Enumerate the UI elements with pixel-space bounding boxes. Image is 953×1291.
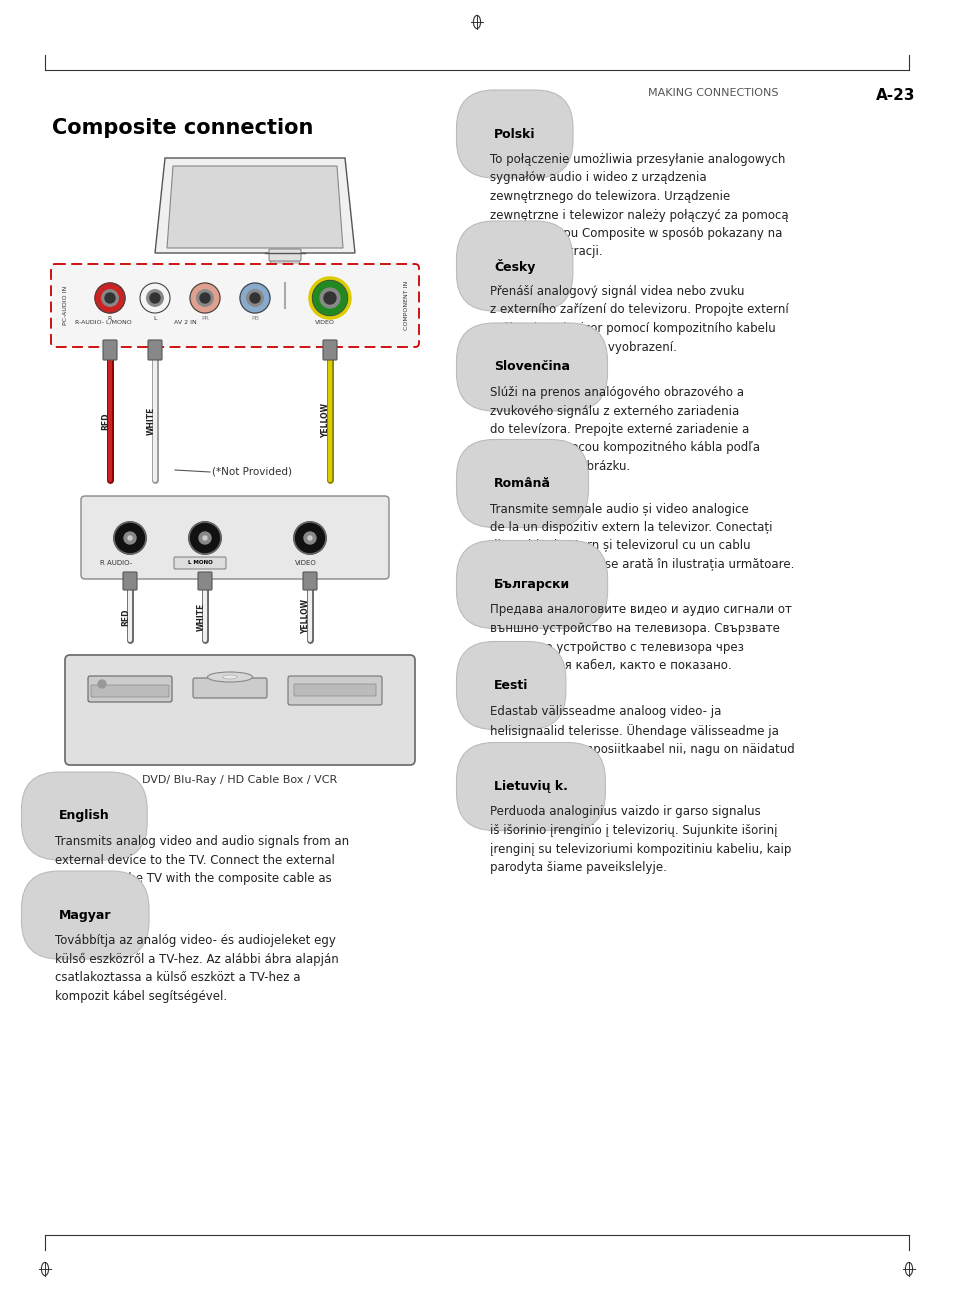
Text: Továbbítja az analóg video- és audiojeleket egy
külső eszközről a TV-hez. Az alá: Továbbítja az analóg video- és audiojele… (55, 933, 338, 1003)
Text: YELLOW: YELLOW (301, 599, 310, 634)
Text: PB: PB (251, 316, 258, 321)
Circle shape (200, 293, 210, 303)
FancyBboxPatch shape (88, 676, 172, 702)
Circle shape (95, 283, 125, 312)
Circle shape (147, 289, 163, 306)
Circle shape (312, 280, 348, 316)
Circle shape (189, 522, 221, 554)
Text: Transmite semnale audio și video analogice
de la un dispozitiv extern la televiz: Transmite semnale audio și video analogi… (490, 502, 794, 571)
Polygon shape (265, 253, 305, 283)
FancyBboxPatch shape (91, 686, 169, 697)
Text: Transmits analog video and audio signals from an
external device to the TV. Conn: Transmits analog video and audio signals… (55, 835, 349, 904)
Text: English: English (59, 809, 110, 822)
Text: Български: Български (494, 578, 570, 591)
Text: R-AUDIO- L/MONO: R-AUDIO- L/MONO (75, 320, 132, 325)
Text: Magyar: Magyar (59, 909, 112, 922)
Text: L MONO: L MONO (188, 560, 213, 565)
FancyBboxPatch shape (103, 340, 117, 360)
Text: WHITE: WHITE (196, 603, 205, 631)
Circle shape (128, 536, 132, 540)
Text: Slovenčina: Slovenčina (494, 360, 569, 373)
Polygon shape (154, 158, 355, 253)
Text: PR: PR (201, 316, 209, 321)
Text: Perduoda analoginius vaizdo ir garso signalus
iš išorinio įrenginio į televizori: Perduoda analoginius vaizdo ir garso sig… (490, 806, 791, 874)
Text: Eesti: Eesti (494, 679, 528, 692)
FancyBboxPatch shape (193, 678, 267, 698)
Text: Lietuvių k.: Lietuvių k. (494, 780, 567, 793)
Circle shape (203, 536, 207, 540)
Ellipse shape (904, 1263, 912, 1276)
Circle shape (320, 288, 339, 307)
FancyBboxPatch shape (269, 249, 301, 261)
Text: R: R (108, 316, 112, 321)
Circle shape (105, 293, 115, 303)
Circle shape (150, 293, 160, 303)
FancyBboxPatch shape (198, 572, 212, 590)
Text: PC-AUDIO IN: PC-AUDIO IN (64, 285, 69, 324)
Text: L: L (153, 316, 156, 321)
Ellipse shape (41, 1263, 49, 1276)
FancyBboxPatch shape (148, 340, 162, 360)
Text: Polski: Polski (494, 128, 535, 141)
Ellipse shape (222, 675, 237, 679)
Circle shape (196, 289, 213, 306)
Circle shape (113, 522, 146, 554)
Circle shape (324, 292, 335, 303)
Text: RED: RED (121, 608, 131, 626)
FancyBboxPatch shape (81, 496, 389, 578)
FancyBboxPatch shape (173, 556, 226, 569)
FancyBboxPatch shape (51, 263, 418, 347)
Circle shape (140, 283, 170, 312)
Text: VIDEO: VIDEO (314, 320, 335, 325)
Ellipse shape (473, 15, 480, 28)
Text: Česky: Česky (494, 258, 535, 274)
Text: AV 2 IN: AV 2 IN (173, 320, 196, 325)
Circle shape (308, 536, 312, 540)
Text: Edastab välisseadme analoog video- ja
helisignaalid telerisse. Ühendage välissea: Edastab välisseadme analoog video- ja he… (490, 705, 794, 775)
Polygon shape (167, 167, 343, 248)
Circle shape (102, 289, 118, 306)
Text: A-23: A-23 (875, 88, 915, 103)
Text: RED: RED (101, 412, 111, 430)
Circle shape (190, 283, 220, 312)
Text: YELLOW: YELLOW (321, 404, 330, 439)
Text: COMPONENT IN: COMPONENT IN (404, 280, 409, 329)
Circle shape (304, 532, 315, 544)
Text: Přenáší analogový signál videa nebo zvuku
z externího zařízení do televizoru. Pr: Přenáší analogový signál videa nebo zvuk… (490, 285, 788, 354)
Text: Предава аналоговите видео и аудио сигнали от
външно устройство на телевизора. Св: Предава аналоговите видео и аудио сигнал… (490, 603, 791, 673)
FancyBboxPatch shape (303, 572, 316, 590)
FancyBboxPatch shape (294, 684, 375, 696)
Text: Slúži na prenos analógového obrazového a
zvukového signálu z externého zariadeni: Slúži na prenos analógového obrazového a… (490, 386, 760, 473)
Circle shape (240, 283, 270, 312)
Circle shape (294, 522, 326, 554)
Text: To połączenie umożliwia przesyłanie analogowych
sygnałów audio i wideo z urządze: To połączenie umożliwia przesyłanie anal… (490, 154, 788, 258)
Circle shape (124, 532, 136, 544)
Text: Română: Română (494, 476, 551, 491)
Ellipse shape (208, 673, 253, 682)
Text: WHITE: WHITE (147, 407, 155, 435)
Text: MAKING CONNECTIONS: MAKING CONNECTIONS (647, 88, 778, 98)
Text: Composite connection: Composite connection (52, 117, 313, 138)
FancyBboxPatch shape (123, 572, 137, 590)
FancyBboxPatch shape (323, 340, 336, 360)
Text: VIDEO: VIDEO (294, 560, 316, 565)
Text: DVD/ Blu-Ray / HD Cable Box / VCR: DVD/ Blu-Ray / HD Cable Box / VCR (142, 775, 337, 785)
Circle shape (247, 289, 263, 306)
Text: (*Not Provided): (*Not Provided) (212, 467, 292, 476)
FancyBboxPatch shape (288, 676, 381, 705)
Circle shape (250, 293, 260, 303)
Text: R AUDIO-: R AUDIO- (100, 560, 132, 565)
FancyBboxPatch shape (65, 655, 415, 766)
Circle shape (199, 532, 211, 544)
Circle shape (98, 680, 106, 688)
